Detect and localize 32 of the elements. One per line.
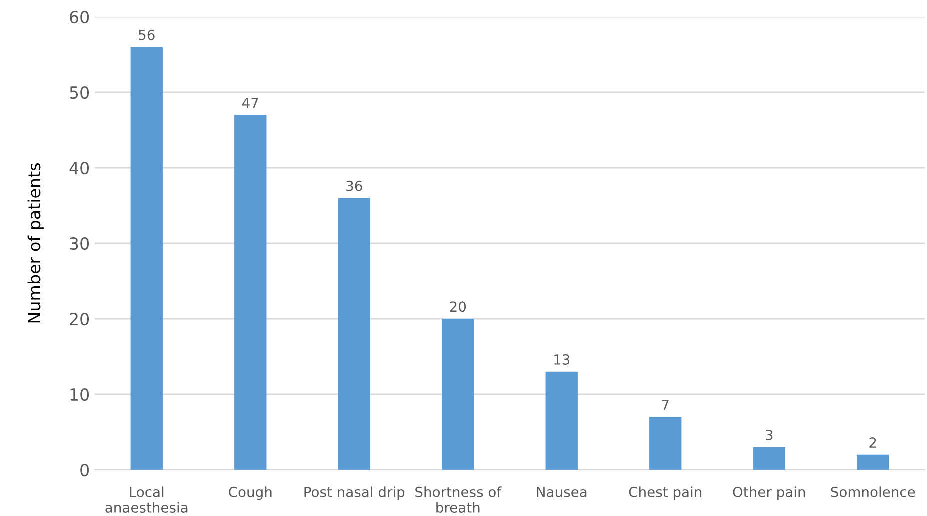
data-label: 56 [139,30,155,40]
x-tick-label: Shortness of breath [416,486,502,513]
data-label: 47 [242,98,258,108]
y-tick-label: 20 [70,312,90,326]
bar [338,198,370,470]
data-label: 2 [870,438,876,448]
data-label: 3 [766,430,773,440]
data-label: 7 [662,400,669,410]
y-axis-title: Number of patients [28,164,44,323]
x-tick-label: Post nasal drip [304,486,405,500]
bar [753,447,786,470]
bar [650,417,682,470]
bar [857,454,890,470]
x-tick-label: Other pain [733,486,806,500]
data-label: 13 [554,354,570,365]
data-label: 36 [346,180,362,192]
data-label: 20 [450,302,466,312]
y-tick-label: 10 [70,388,90,402]
y-tick-label: 30 [70,237,90,250]
y-tick-label: 40 [70,162,90,175]
y-tick-label: 50 [70,86,90,100]
bar [234,115,267,470]
x-tick-label: Cough [229,486,272,500]
y-tick-label: 0 [80,464,90,477]
bar [130,47,163,470]
x-tick-label: Nausea [537,487,587,498]
y-tick-label: 60 [70,10,90,24]
x-tick-label: Chest pain [629,486,702,500]
x-tick-label: Local anaesthesia [106,486,188,513]
bar [546,372,578,470]
x-tick-label: Somnolence [831,486,916,498]
bar [442,319,474,470]
